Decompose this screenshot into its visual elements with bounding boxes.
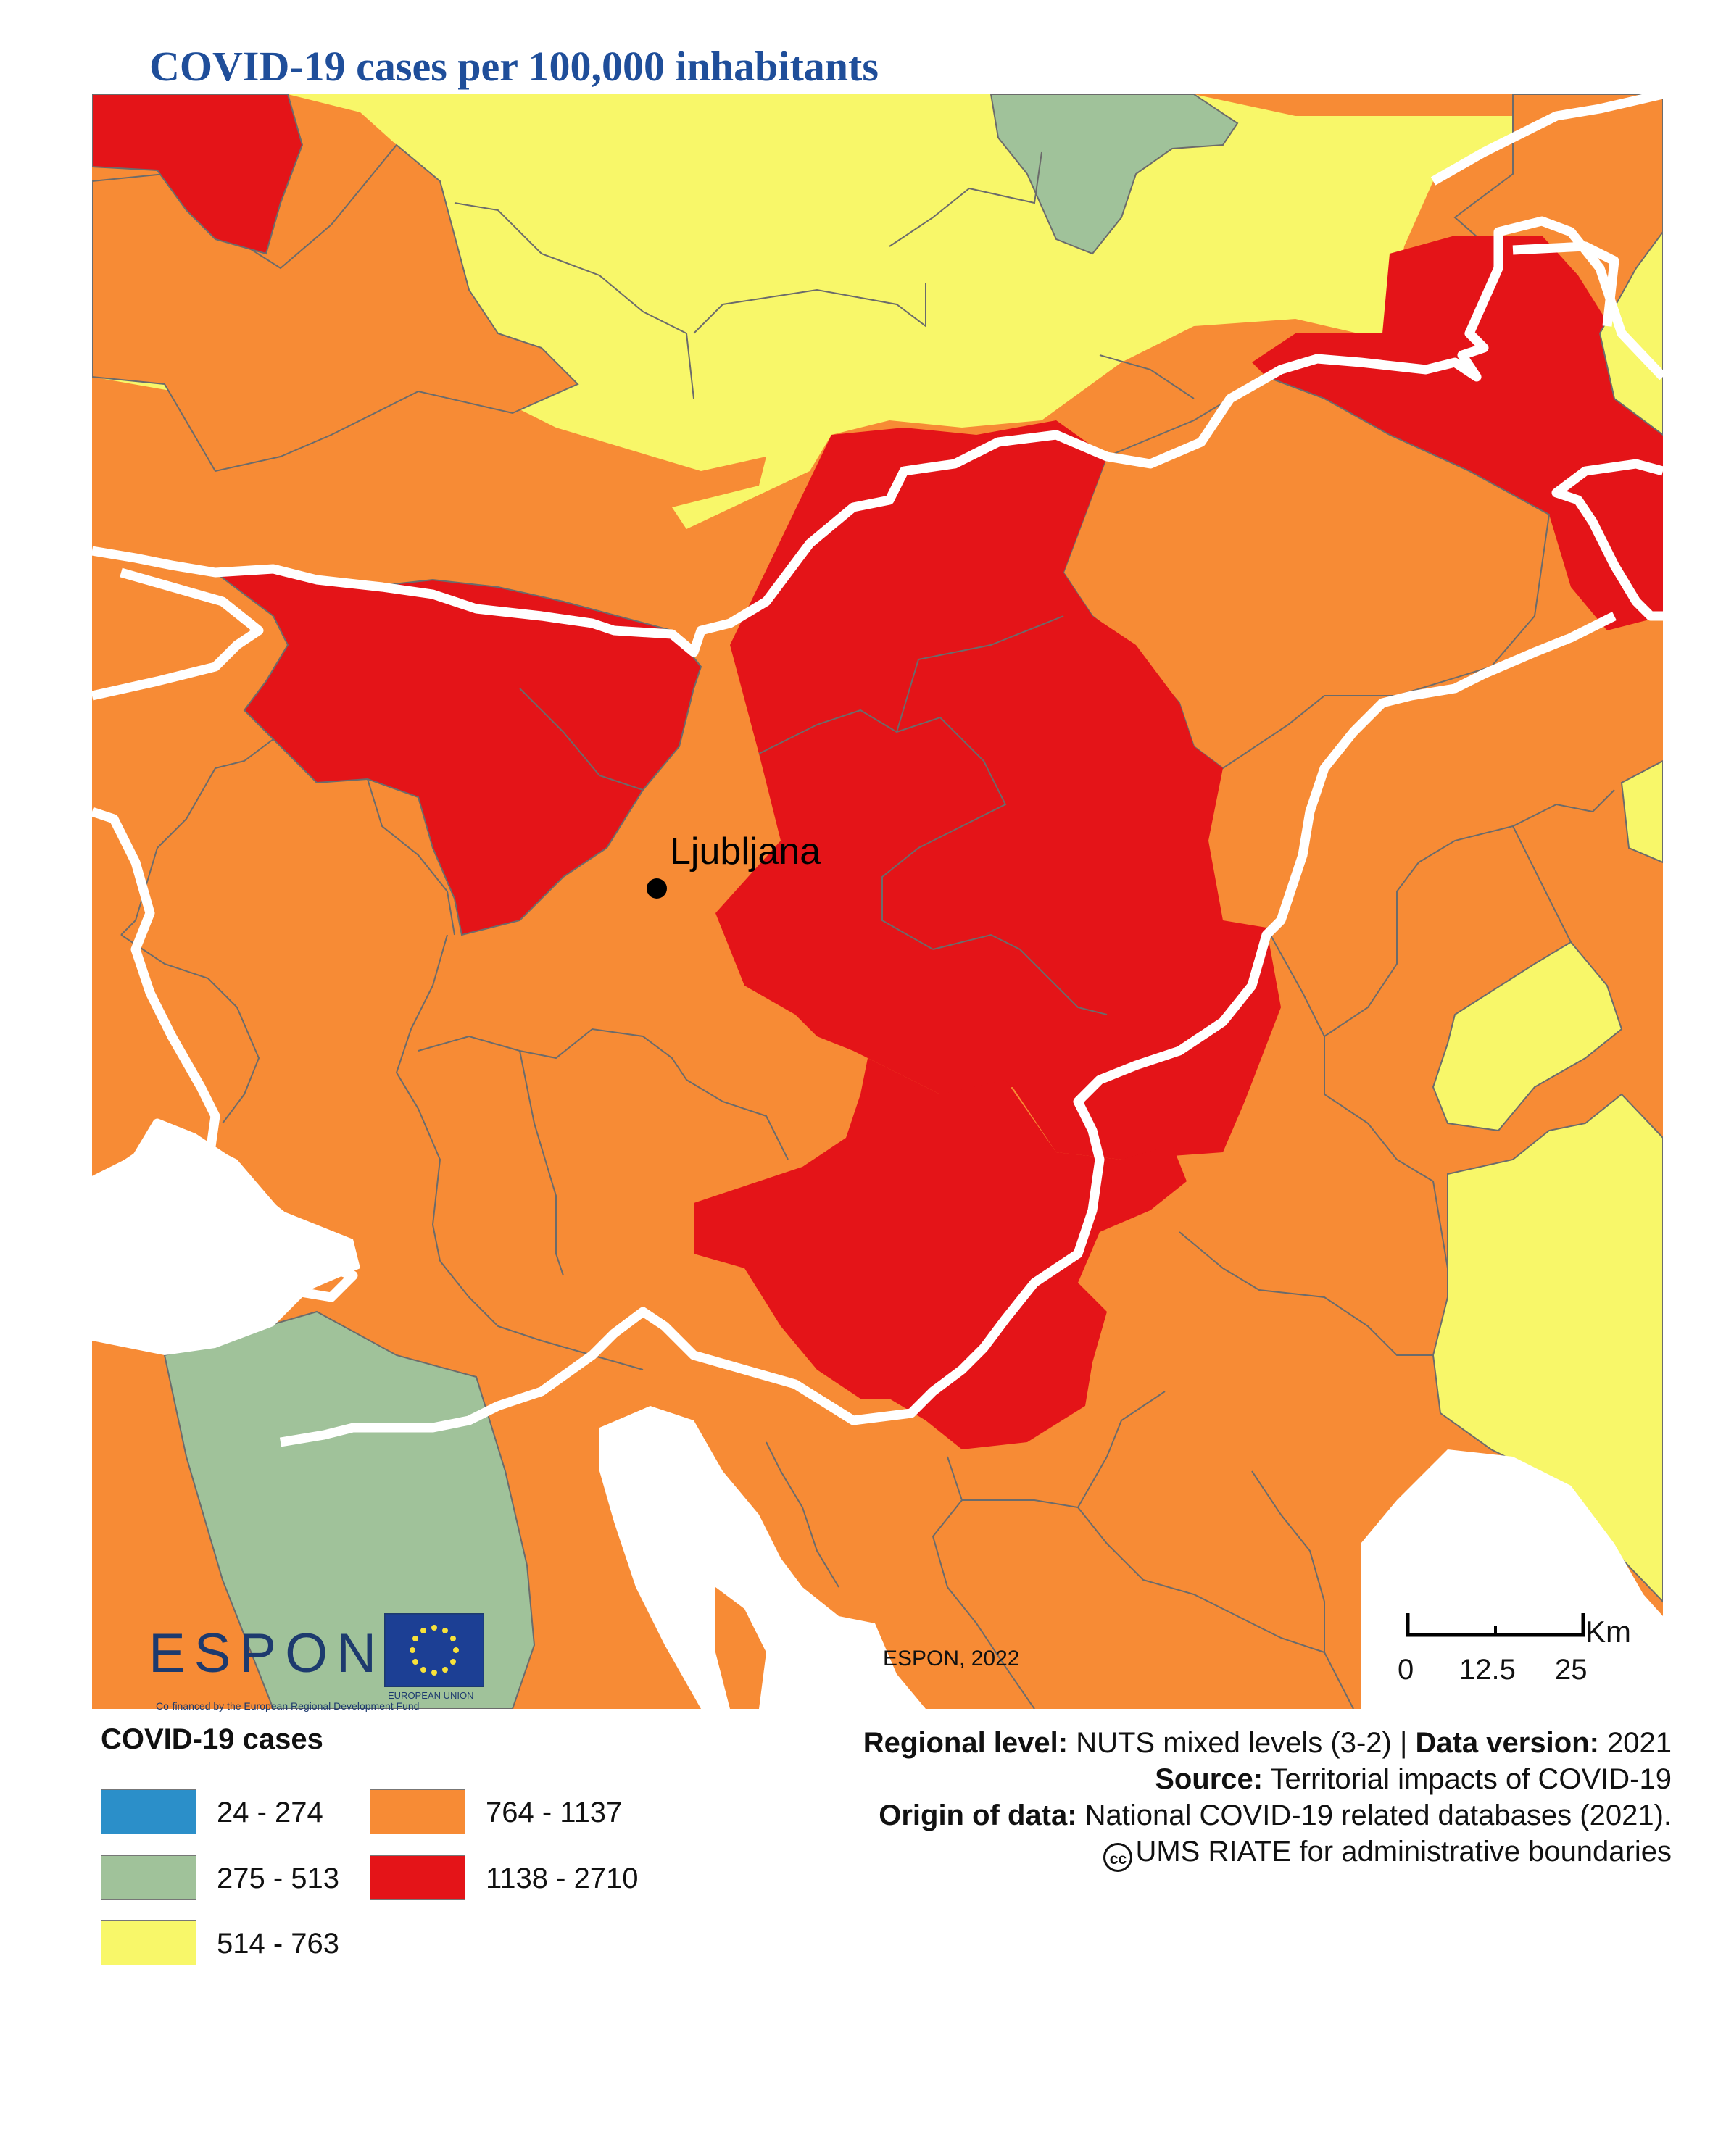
choropleth-map[interactable]: [92, 94, 1663, 1709]
meta-regional-level: Regional level: NUTS mixed levels (3-2) …: [863, 1727, 1672, 1760]
meta-label-source: Source:: [1155, 1763, 1264, 1795]
scale-tick-max: 25: [1555, 1654, 1588, 1686]
scale-tick-mid: 12.5: [1459, 1654, 1516, 1686]
legend-title: COVID-19 cases: [101, 1723, 323, 1755]
eu-flag-icon: [384, 1613, 484, 1687]
region-nw-red[interactable]: [92, 94, 304, 255]
meta-label-regional-level: Regional level:: [863, 1727, 1069, 1759]
region-austria-north[interactable]: [92, 94, 1564, 529]
border-slovenia-hungary: [1551, 459, 1663, 621]
scale-tick-0: 0: [1398, 1654, 1414, 1686]
legend-label-2: 275 - 513: [217, 1862, 340, 1894]
map-title: COVID-19 cases per 100,000 inhabitants: [149, 43, 879, 90]
region-e-yellow-edge[interactable]: [1620, 759, 1663, 864]
legend-swatch-5: [370, 1855, 465, 1900]
meta-value-regional-level: NUTS mixed levels (3-2) |: [1068, 1727, 1416, 1759]
country-borders: [92, 94, 1663, 1447]
legend-swatch-2: [101, 1855, 196, 1900]
meta-origin: Origin of data: National COVID-19 relate…: [879, 1799, 1672, 1832]
region-gorenjska-red[interactable]: [213, 567, 702, 936]
region-austria-green[interactable]: [989, 94, 1239, 255]
region-se-yellow[interactable]: [1432, 1093, 1663, 1603]
meta-value-boundaries: UMS RIATE for administrative boundaries: [1135, 1836, 1672, 1868]
border-north-austria: [1430, 94, 1663, 186]
espon-wordmark: ESPON: [149, 1623, 386, 1684]
map-credit: ESPON, 2022: [883, 1647, 1020, 1670]
meta-boundaries: cc UMS RIATE for administrative boundarie…: [1103, 1836, 1672, 1872]
meta-value-data-version: 2021: [1598, 1727, 1672, 1759]
region-sea: [92, 1123, 360, 1355]
scale-unit: Km: [1585, 1615, 1631, 1649]
region-east-yellow[interactable]: [1598, 230, 1663, 436]
border-slovenia-italy-coast: [92, 1118, 336, 1272]
espon-logo: ESPON EUROPEAN UNION Co-financed by the …: [149, 1607, 526, 1716]
meta-value-origin: National COVID-19 related databases (202…: [1076, 1799, 1672, 1831]
cofinanced-text: Co-financed by the European Regional Dev…: [156, 1700, 420, 1712]
map-canvas: [92, 94, 1663, 1709]
region-sw-green[interactable]: [163, 1310, 536, 1709]
region-sea-kvarner: [599, 1406, 926, 1709]
meta-label-origin: Origin of data:: [879, 1799, 1077, 1831]
internal-borders: [120, 151, 1615, 1709]
scale-bar: [1406, 1613, 1585, 1637]
legend-swatch-3: [101, 1920, 196, 1965]
region-dolenjska-red[interactable]: [694, 1058, 1187, 1449]
legend-label-4: 764 - 1137: [486, 1797, 623, 1828]
region-island: [715, 1587, 766, 1709]
region-sea-east: [1361, 1449, 1663, 1709]
meta-source: Source: Territorial impacts of COVID-19: [1155, 1763, 1672, 1796]
border-slovenia-croatia-east: [279, 612, 1617, 1447]
ljubljana-marker[interactable]: [647, 878, 667, 899]
meta-label-data-version: Data version:: [1415, 1727, 1599, 1759]
legend-label-5: 1138 - 2710: [486, 1862, 639, 1894]
border-ne-hungary: [1512, 241, 1619, 327]
border-slovenia-italy: [92, 567, 358, 1331]
legend-label-3: 514 - 763: [217, 1928, 340, 1960]
city-label-ljubljana: Ljubljana: [670, 831, 821, 873]
legend-swatch-1: [101, 1789, 196, 1834]
creative-commons-icon: cc: [1103, 1843, 1133, 1872]
eu-caption: EUROPEAN UNION: [388, 1690, 474, 1701]
region-e-yellow-pocket[interactable]: [1432, 941, 1623, 1132]
meta-value-source: Territorial impacts of COVID-19: [1263, 1763, 1672, 1795]
legend-label-1: 24 - 274: [217, 1797, 323, 1828]
border-slovenia-austria: [92, 216, 1663, 657]
region-maribor-red[interactable]: [1252, 236, 1663, 630]
legend-swatch-4: [370, 1789, 465, 1834]
